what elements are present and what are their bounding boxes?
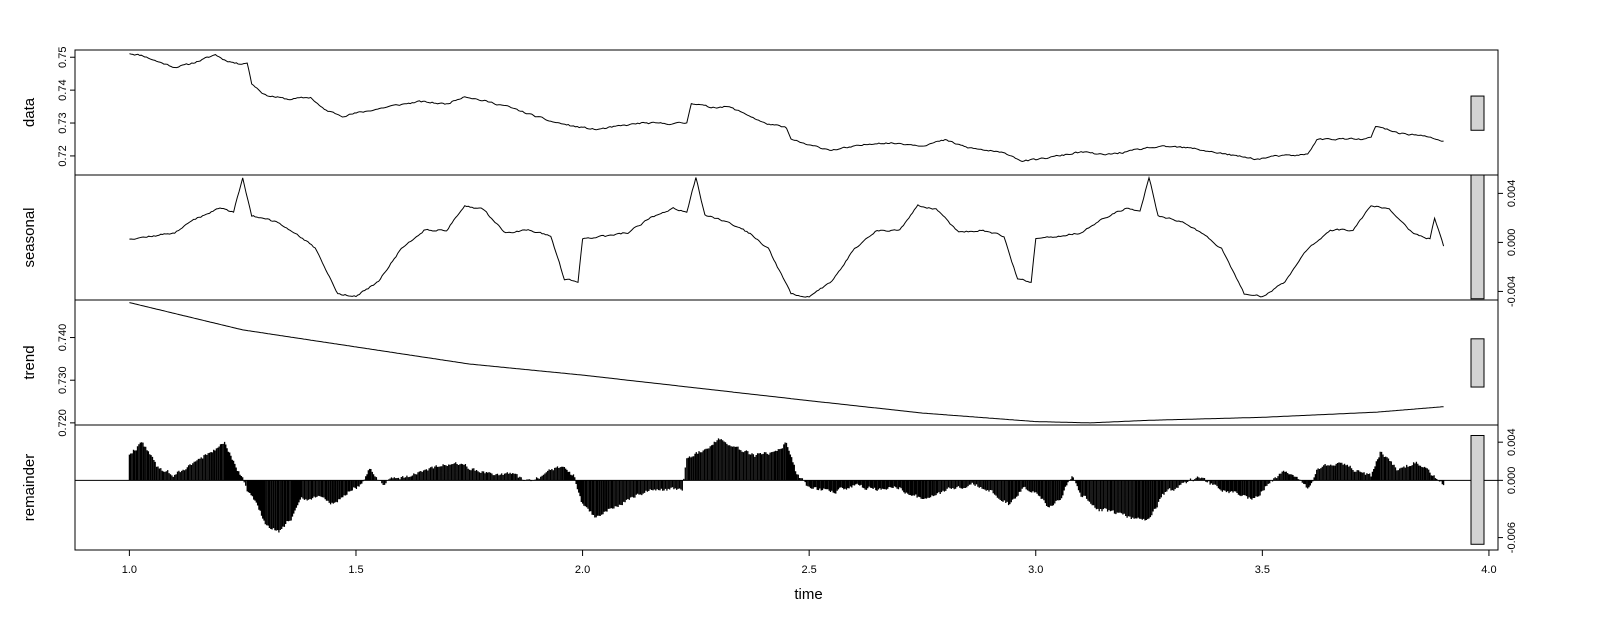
x-tick-label: 3.0 [1028,564,1043,576]
series-seasonal [129,175,1445,298]
y-tick-label-seasonal: 0.004 [1506,180,1518,208]
panel-frame-data [74,49,1499,176]
panel-frame-remainder [74,424,1499,551]
y-tick-label-data: 0.74 [57,79,69,100]
y-tick-label-remainder: -0.006 [1506,522,1518,553]
series-data [129,53,1444,163]
series-trend [129,302,1444,424]
panel-label-remainder: remainder [21,454,38,522]
y-tick-label-remainder: 0.000 [1506,467,1518,495]
x-tick-label: 2.5 [802,564,817,576]
x-axis-title: time [794,586,822,603]
panel-remainder: -0.006 0.000 0.004 remainder [21,424,1518,553]
x-tick-label: 1.0 [122,564,137,576]
x-tick-label: 1.5 [348,564,363,576]
range-bar-remainder [1470,434,1485,545]
panel-data: 0.72 0.73 0.74 0.75 data [21,47,1499,176]
y-tick-label-trend: 0.740 [57,324,69,352]
y-tick-label-seasonal: 0.000 [1506,229,1518,257]
panel-seasonal: -0.004 0.000 0.004 seasonal [21,174,1518,307]
panel-label-seasonal: seasonal [21,207,38,267]
x-tick-label: 2.0 [575,564,590,576]
x-tick-label: 3.5 [1255,564,1270,576]
panels-layer: 0.72 0.73 0.74 0.75 data -0.004 0.000 0.004 seas… [21,47,1518,554]
x-tick-label: 4.0 [1481,564,1496,576]
range-bar-trend [1470,338,1485,388]
range-bar-data [1470,95,1485,131]
y-tick-label-data: 0.72 [57,145,69,166]
range-bar-seasonal [1470,174,1485,300]
panel-trend: 0.720 0.730 0.740 trend [21,299,1499,437]
panel-frame-seasonal [74,174,1499,301]
y-tick-label-data: 0.75 [57,47,69,68]
x-axis: 1.0 1.5 2.0 2.5 3.0 3.5 4.0 [122,550,1497,576]
series-remainder [128,438,1445,533]
panel-frame-trend [74,299,1499,426]
y-tick-label-trend: 0.720 [57,409,69,437]
y-tick-label-remainder: 0.004 [1506,428,1518,456]
y-tick-label-seasonal: -0.004 [1506,276,1518,307]
panel-label-data: data [21,97,38,127]
panel-label-trend: trend [21,345,38,379]
y-tick-label-data: 0.73 [57,112,69,133]
y-tick-label-trend: 0.730 [57,366,69,394]
